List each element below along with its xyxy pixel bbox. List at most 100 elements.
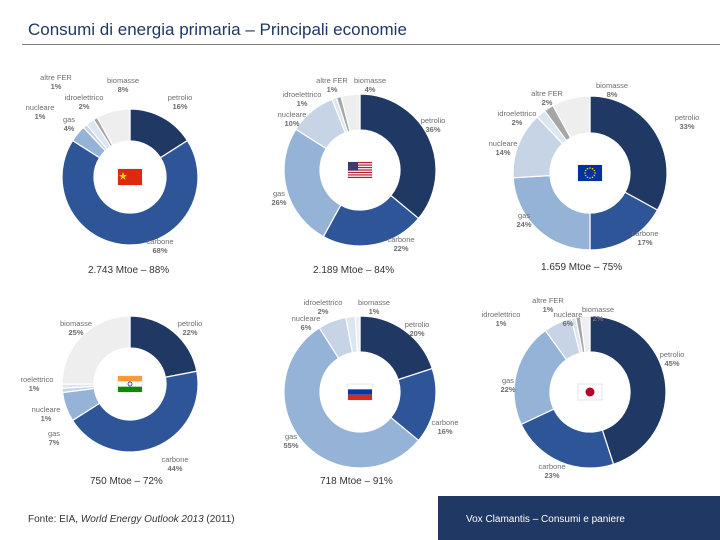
label-pct: 2% <box>79 102 90 111</box>
label-name: biomasse <box>596 81 628 90</box>
label-name: nucleare <box>292 314 321 323</box>
label-pct: 16% <box>172 102 187 111</box>
label-name: petrolio <box>168 93 193 102</box>
page-title: Consumi di energia primaria – Principali… <box>28 20 407 39</box>
donut-chart-eu: petrolio 33% carbone 17% gas 24% nucleare 14% id… <box>489 81 700 251</box>
label-name: gas <box>273 189 285 198</box>
label-pct: 8% <box>607 90 618 99</box>
donut-chart-japan: petrolio 45% carbone 23% gas 22% nucleare 6% idr… <box>482 296 685 480</box>
usa-flag <box>347 161 373 179</box>
china-flag <box>117 168 143 186</box>
label-pct: 22% <box>393 244 408 253</box>
label-petrolio: petrolio 33% <box>675 113 700 131</box>
label-nucleare: nucleare 6% <box>554 310 583 328</box>
label-idroelettrico: idroelettrico 2% <box>498 109 537 127</box>
label-gas: gas 4% <box>63 115 75 133</box>
label-name: idroelettrico <box>20 375 53 384</box>
label-name: biomasse <box>60 319 92 328</box>
india-flag <box>117 375 143 393</box>
japan-flag <box>577 383 603 401</box>
label-altre_fer: altre FER 2% <box>531 89 563 107</box>
label-altre_fer: altre FER 1% <box>316 76 348 94</box>
label-petrolio: petrolio 20% <box>405 320 430 338</box>
donut-chart-usa: petrolio 36% carbone 22% gas 26% nucleare 10% id… <box>271 76 446 253</box>
label-name: nucleare <box>32 405 61 414</box>
label-name: biomasse <box>358 298 390 307</box>
slice-petrolio <box>359 93 437 220</box>
label-name: altre FER <box>40 73 72 82</box>
label-petrolio: petrolio 45% <box>660 350 685 368</box>
label-pct: 1% <box>543 305 554 314</box>
label-pct: 45% <box>664 359 679 368</box>
label-pct: 8% <box>118 85 129 94</box>
label-name: petrolio <box>660 350 685 359</box>
label-pct: 1% <box>41 414 52 423</box>
slice-biomasse <box>579 315 591 353</box>
slice-carbone <box>61 139 199 246</box>
label-name: idroelettrico <box>65 93 104 102</box>
label-pct: 36% <box>425 125 440 134</box>
label-altre_fer: altre FER 1% <box>40 73 72 91</box>
label-gas: gas 7% <box>48 429 60 447</box>
donut-chart-india: petrolio22%carbone44%gas7%nucleare1%idro… <box>20 315 202 473</box>
title-divider <box>22 44 720 45</box>
label-carbone: carbone 23% <box>538 462 565 480</box>
label-name: altre FER <box>531 89 563 98</box>
label-pct: 68% <box>152 246 167 255</box>
label-pct: 22% <box>182 328 197 337</box>
label-carbone: carbone 68% <box>146 237 173 255</box>
label-pct: 4% <box>64 124 75 133</box>
label-pct: 1% <box>496 319 507 328</box>
label-pct: 17% <box>637 238 652 247</box>
label-name: petrolio <box>405 320 430 329</box>
label-gas: gas 22% <box>500 376 515 394</box>
label-name: idroelettrico <box>283 90 322 99</box>
label-name: carbone <box>631 229 658 238</box>
label-pct: 24% <box>516 220 531 229</box>
donut-chart-russia: petrolio 20%carbone 16%gas 55%nucleare 6%idr… <box>283 298 459 469</box>
label-pct: 6% <box>563 319 574 328</box>
slice-biomasse <box>96 108 131 147</box>
label-petrolio: petrolio 36% <box>421 116 446 134</box>
label-idroelettrico: idroelettrico 2% <box>304 298 343 316</box>
label-carbone: carbone 44% <box>161 455 188 473</box>
label-pct: 1% <box>297 99 308 108</box>
source-suffix: (2011) <box>203 514 235 525</box>
label-pct: 14% <box>495 148 510 157</box>
label-pct: 25% <box>68 328 83 337</box>
label-name: altre FER <box>316 76 348 85</box>
label-altre_fer: altre FER 1% <box>532 296 564 314</box>
label-name: petrolio <box>675 113 700 122</box>
slice-carbone <box>520 408 615 469</box>
slice-biomasse <box>552 95 591 139</box>
label-biomasse: biomasse 1% <box>358 298 390 316</box>
slice-gas <box>283 128 342 238</box>
label-nucleare: nucleare 6% <box>292 314 321 332</box>
label-name: carbone <box>146 237 173 246</box>
slice-petrolio <box>589 315 667 466</box>
eu-flag <box>577 164 603 182</box>
label-biomasse: biomasse 4% <box>354 76 386 94</box>
label-name: idroelettrico <box>498 109 537 118</box>
label-nucleare: nucleare 1% <box>32 405 61 423</box>
label-name: biomasse <box>107 76 139 85</box>
eu-caption: 1.659 Mtoe – 75% <box>541 262 623 270</box>
label-name: carbone <box>431 418 458 427</box>
label-gas: gas 55% <box>283 432 298 450</box>
label-gas: gas 24% <box>516 211 531 229</box>
label-name: altre FER <box>532 296 564 305</box>
label-pct: 55% <box>283 441 298 450</box>
label-pct: 6% <box>301 323 312 332</box>
label-name: gas <box>48 429 60 438</box>
label-biomasse: biomasse 8% <box>596 81 628 99</box>
footer-text: Vox Clamantis – Consumi e paniere <box>466 514 625 525</box>
label-carbone: carbone 22% <box>387 235 414 253</box>
label-name: nucleare <box>26 103 55 112</box>
label-biomasse: biomasse 2% <box>582 305 614 323</box>
russia-flag <box>347 383 373 401</box>
label-pct: 20% <box>409 329 424 338</box>
label-name: carbone <box>387 235 414 244</box>
slice-biomasse <box>340 93 361 132</box>
label-pct: 10% <box>284 119 299 128</box>
